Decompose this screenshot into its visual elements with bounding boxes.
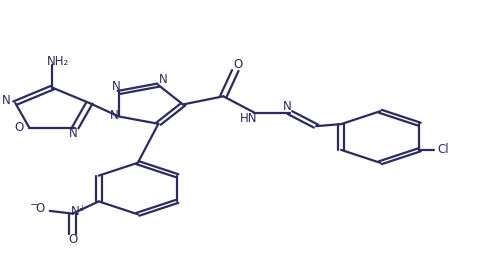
Text: +: + — [78, 204, 85, 213]
Text: N: N — [2, 94, 11, 107]
Text: N: N — [68, 127, 77, 140]
Text: Cl: Cl — [437, 143, 449, 156]
Text: O: O — [14, 121, 23, 134]
Text: HN: HN — [240, 112, 257, 125]
Text: N: N — [70, 205, 80, 218]
Text: NH₂: NH₂ — [47, 55, 69, 68]
Text: O: O — [68, 233, 77, 246]
Text: O: O — [35, 202, 45, 215]
Text: N: N — [110, 109, 119, 122]
Text: N: N — [112, 80, 121, 93]
Text: N: N — [283, 100, 292, 113]
Text: N: N — [159, 73, 168, 86]
Text: −: − — [30, 200, 39, 210]
Text: O: O — [233, 58, 242, 71]
